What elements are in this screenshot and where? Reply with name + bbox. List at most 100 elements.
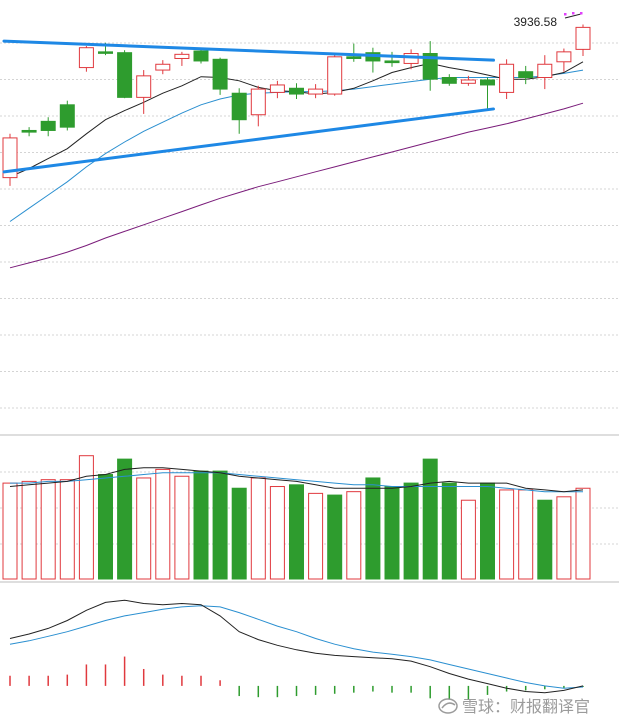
volume-bar <box>403 482 419 580</box>
macd-dea-line <box>9 605 584 689</box>
volume-ma5-line <box>9 467 584 493</box>
volume-bar <box>250 477 266 580</box>
candle <box>441 74 457 86</box>
candle-body <box>308 88 324 95</box>
candle <box>136 70 152 114</box>
candle <box>231 88 247 134</box>
volume-bar <box>212 470 228 580</box>
volume-bar <box>365 477 381 580</box>
volume-bar <box>537 499 553 580</box>
volume-bar <box>441 482 457 580</box>
volume-bar <box>422 458 438 580</box>
watermark: 雪球：财报翻译官 <box>438 698 590 716</box>
volume-bar <box>59 479 75 580</box>
volume-bar <box>289 484 304 580</box>
candle <box>384 51 400 67</box>
candle-body <box>575 26 591 50</box>
candle <box>250 85 266 127</box>
macd-panel <box>9 599 584 700</box>
candle <box>575 24 591 56</box>
candle-body <box>384 60 400 64</box>
candle-body <box>289 87 304 95</box>
volume-bar <box>518 489 534 580</box>
candle <box>422 41 438 91</box>
snowball-logo-icon <box>438 698 458 714</box>
volume-bar <box>460 499 476 580</box>
candle <box>460 75 476 86</box>
high-marker <box>564 13 567 16</box>
volume-bar <box>40 479 56 580</box>
volume-bar <box>269 486 285 580</box>
volume-bar <box>308 492 324 580</box>
candle-body <box>212 58 228 90</box>
candle-body <box>21 129 37 133</box>
candle <box>518 65 534 85</box>
macd-dif-line <box>9 599 584 694</box>
candle-body <box>193 50 209 62</box>
volume-bar <box>499 489 515 580</box>
last-price-annotation: 3936.58 <box>514 15 558 29</box>
volume-bar <box>78 455 94 580</box>
candle-body <box>2 137 18 179</box>
volume-bar <box>231 487 247 580</box>
candle-body <box>499 63 515 93</box>
candle-body <box>269 84 285 93</box>
candle-body <box>556 51 572 63</box>
price-panel <box>0 12 619 409</box>
candle-body <box>59 104 75 128</box>
candle <box>59 100 75 131</box>
candle <box>537 55 553 90</box>
candle <box>78 46 94 72</box>
volume-bar <box>174 475 190 580</box>
candle-body <box>40 120 56 131</box>
candle <box>212 57 228 95</box>
high-marker <box>572 12 575 15</box>
candle-body <box>480 79 495 86</box>
volume-bar <box>98 474 113 580</box>
ma-long-line <box>9 102 584 269</box>
candle <box>365 47 381 73</box>
volume-bar <box>155 468 171 580</box>
candle <box>2 133 18 186</box>
trendline <box>2 107 495 174</box>
volume-bar <box>327 494 343 580</box>
candle-body <box>346 56 362 59</box>
candle-body <box>441 77 457 84</box>
volume-bar <box>384 486 400 580</box>
candle-body <box>136 75 152 98</box>
high-marker <box>580 12 583 15</box>
volume-bar <box>346 491 362 580</box>
candle-body <box>537 63 553 79</box>
candle-body <box>518 71 534 79</box>
candle <box>346 43 362 62</box>
candle-body <box>460 79 476 84</box>
candle <box>556 48 572 72</box>
volume-panel <box>0 455 619 580</box>
volume-bar <box>480 482 495 580</box>
volume-bar <box>556 496 572 580</box>
candle-body <box>78 47 94 69</box>
candle <box>327 53 343 96</box>
candle <box>269 80 285 99</box>
candle <box>174 51 190 66</box>
candle <box>499 59 515 100</box>
candle-body <box>117 52 133 98</box>
watermark-text: 雪球：财报翻译官 <box>462 698 590 716</box>
candle <box>155 60 171 75</box>
candle <box>21 127 37 137</box>
candle-body <box>231 92 247 121</box>
candle-body <box>174 53 190 59</box>
volume-ma10-line <box>10 472 583 493</box>
candle <box>289 83 304 100</box>
candle-body <box>327 56 343 95</box>
volume-bar <box>575 487 591 580</box>
volume-bar <box>193 470 209 580</box>
candle <box>193 49 209 64</box>
candle-body <box>250 88 266 116</box>
volume-bar <box>21 480 37 580</box>
candle-body <box>422 53 438 80</box>
volume-bar <box>117 458 133 580</box>
candle <box>40 117 56 137</box>
candle-body <box>98 51 113 54</box>
